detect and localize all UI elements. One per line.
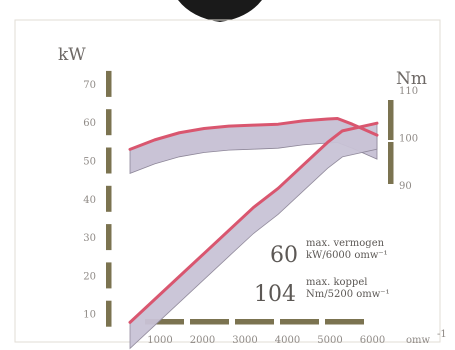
x-bar-1000 [145, 319, 184, 325]
y-right-tick-110: 110 [399, 86, 418, 97]
y-left-tick-30: 30 [83, 233, 96, 244]
annotation-power: 60 max. vermogen kW/6000 omw⁻¹ [270, 238, 388, 268]
frame-border [14, 19, 441, 343]
x-bar-2000 [190, 319, 229, 325]
x-tick-6000: 6000 [360, 335, 385, 346]
y-left-bar-50 [106, 147, 112, 174]
y-right-bar-0 [388, 100, 394, 140]
y-left-label: kW [58, 45, 86, 65]
annotation-power-line1: max. vermogen [306, 238, 385, 249]
x-unit-exponent: -1 [437, 329, 447, 340]
top-dark-shape [178, 0, 262, 22]
x-tick-4000: 4000 [275, 335, 300, 346]
annotation-torque: 104 max. koppel Nm/5200 omw⁻¹ [254, 277, 390, 307]
y-left-bar-70 [106, 70, 112, 97]
annotation-torque-line2: Nm/5200 omw⁻¹ [306, 289, 390, 300]
y-left-bar-40 [106, 185, 112, 212]
x-tick-2000: 2000 [190, 335, 215, 346]
ticks-layer: 10 20 30 40 50 60 70 90 100 110 1000 2000 3000 4000 50… [83, 80, 446, 346]
x-bar-5000 [325, 319, 364, 325]
x-tick-3000: 3000 [232, 335, 257, 346]
annotation-torque-value: 104 [254, 282, 296, 307]
axes-layer [106, 70, 394, 327]
curves-layer [128, 117, 379, 324]
y-left-bar-60 [106, 109, 112, 136]
y-left-bar-10 [106, 300, 112, 327]
y-left-tick-20: 20 [83, 271, 96, 282]
y-left-tick-10: 10 [83, 310, 96, 321]
x-unit-label: omw [406, 335, 431, 346]
y-left-tick-60: 60 [83, 118, 96, 129]
y-left-tick-40: 40 [83, 195, 96, 206]
x-bar-4000 [280, 319, 319, 325]
x-tick-5000: 5000 [317, 335, 342, 346]
annotation-torque-line1: max. koppel [306, 277, 367, 288]
torque-line [128, 117, 379, 151]
y-right-tick-100: 100 [399, 134, 418, 145]
y-left-tick-50: 50 [83, 157, 96, 168]
annotation-power-value: 60 [270, 243, 298, 268]
y-right-tick-90: 90 [399, 181, 412, 192]
x-tick-1000: 1000 [147, 335, 172, 346]
y-right-label: Nm [396, 69, 427, 89]
y-left-bar-30 [106, 224, 112, 251]
y-right-bar-1 [388, 142, 394, 184]
bands-layer [129, 118, 378, 350]
annotation-power-line2: kW/6000 omw⁻¹ [306, 250, 388, 261]
y-left-bar-20 [106, 262, 112, 289]
x-bar-3000 [235, 319, 274, 325]
y-left-tick-70: 70 [83, 80, 96, 91]
